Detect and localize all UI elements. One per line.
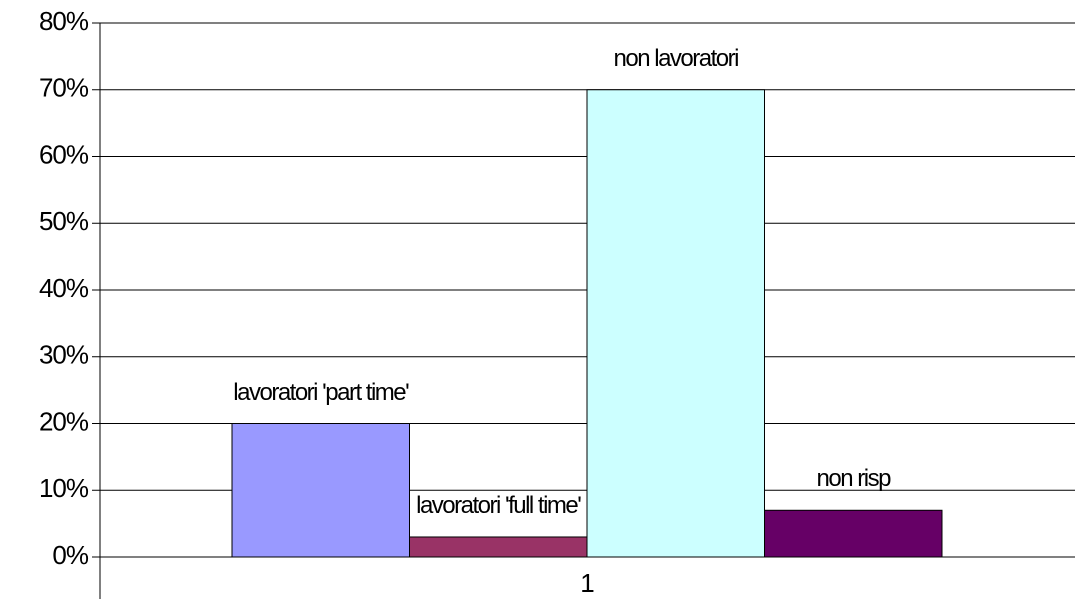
y-tick-label: 50% [39,206,89,236]
data-label: lavoratori 'full time' [416,491,582,519]
y-tick-label: 40% [39,273,89,303]
y-tick-label: 80% [39,6,89,36]
data-label: lavoratori 'part time' [233,378,409,406]
data-label: non risp [816,465,892,493]
bar [586,89,765,558]
y-tick-label: 30% [39,340,89,370]
data-label: non lavoratori [613,44,740,72]
bar [231,423,410,558]
y-tick-label: 20% [39,406,89,436]
y-tick-label: 0% [52,540,88,570]
y-tick-label: 60% [39,139,89,169]
y-tick-label: 10% [39,473,89,503]
x-tick-label: 1 [580,568,594,598]
bar [409,536,588,558]
y-tick-label: 70% [39,73,89,103]
bar [764,509,943,558]
